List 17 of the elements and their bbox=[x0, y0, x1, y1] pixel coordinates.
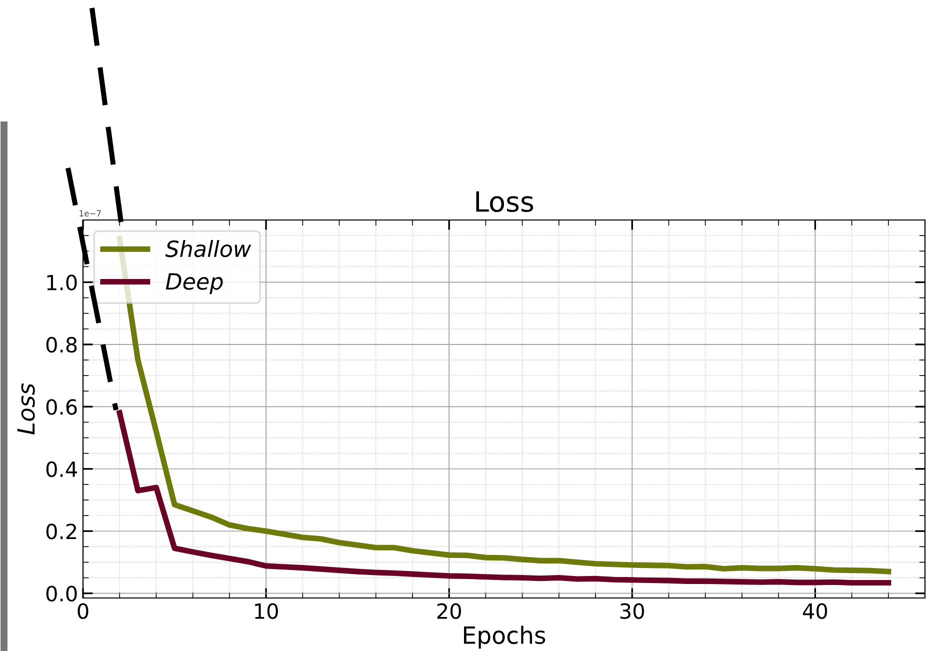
x-tick-label: 40 bbox=[802, 603, 828, 619]
chart-title: Loss bbox=[476, 191, 534, 212]
x-tick-label: 10 bbox=[255, 603, 278, 619]
y-tick-label: 1.0 bbox=[47, 274, 77, 290]
x-tick-label: 30 bbox=[620, 603, 644, 619]
y-tick-label: 0.0 bbox=[46, 586, 77, 602]
x-axis-title: Epochs bbox=[464, 626, 546, 649]
legend-label: Shallow bbox=[165, 240, 252, 258]
x-tick-label: 0 bbox=[78, 603, 88, 619]
y-tick-label: 0.4 bbox=[46, 461, 77, 478]
x-tick-label: 20 bbox=[437, 603, 461, 619]
text: 1e−7 bbox=[80, 210, 101, 216]
y-tick-label: 0.2 bbox=[46, 524, 76, 540]
y-tick-label: 0.6 bbox=[46, 399, 77, 415]
y-tick-label: 0.8 bbox=[46, 336, 77, 353]
y-axis-title: Loss bbox=[17, 383, 35, 434]
legend-label: Deep bbox=[166, 273, 223, 294]
